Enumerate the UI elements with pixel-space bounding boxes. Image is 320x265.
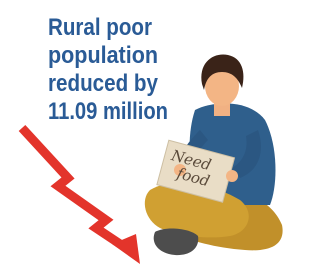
illustration: Rural poor population reduced by 11.09 m… [0, 0, 286, 265]
headline-line: 11.09 million [48, 98, 168, 125]
down-arrow [22, 128, 140, 264]
headline-line: Rural poor [48, 14, 152, 41]
headline-line: reduced by [48, 70, 159, 97]
person [145, 54, 283, 255]
headline-line: population [48, 42, 158, 69]
